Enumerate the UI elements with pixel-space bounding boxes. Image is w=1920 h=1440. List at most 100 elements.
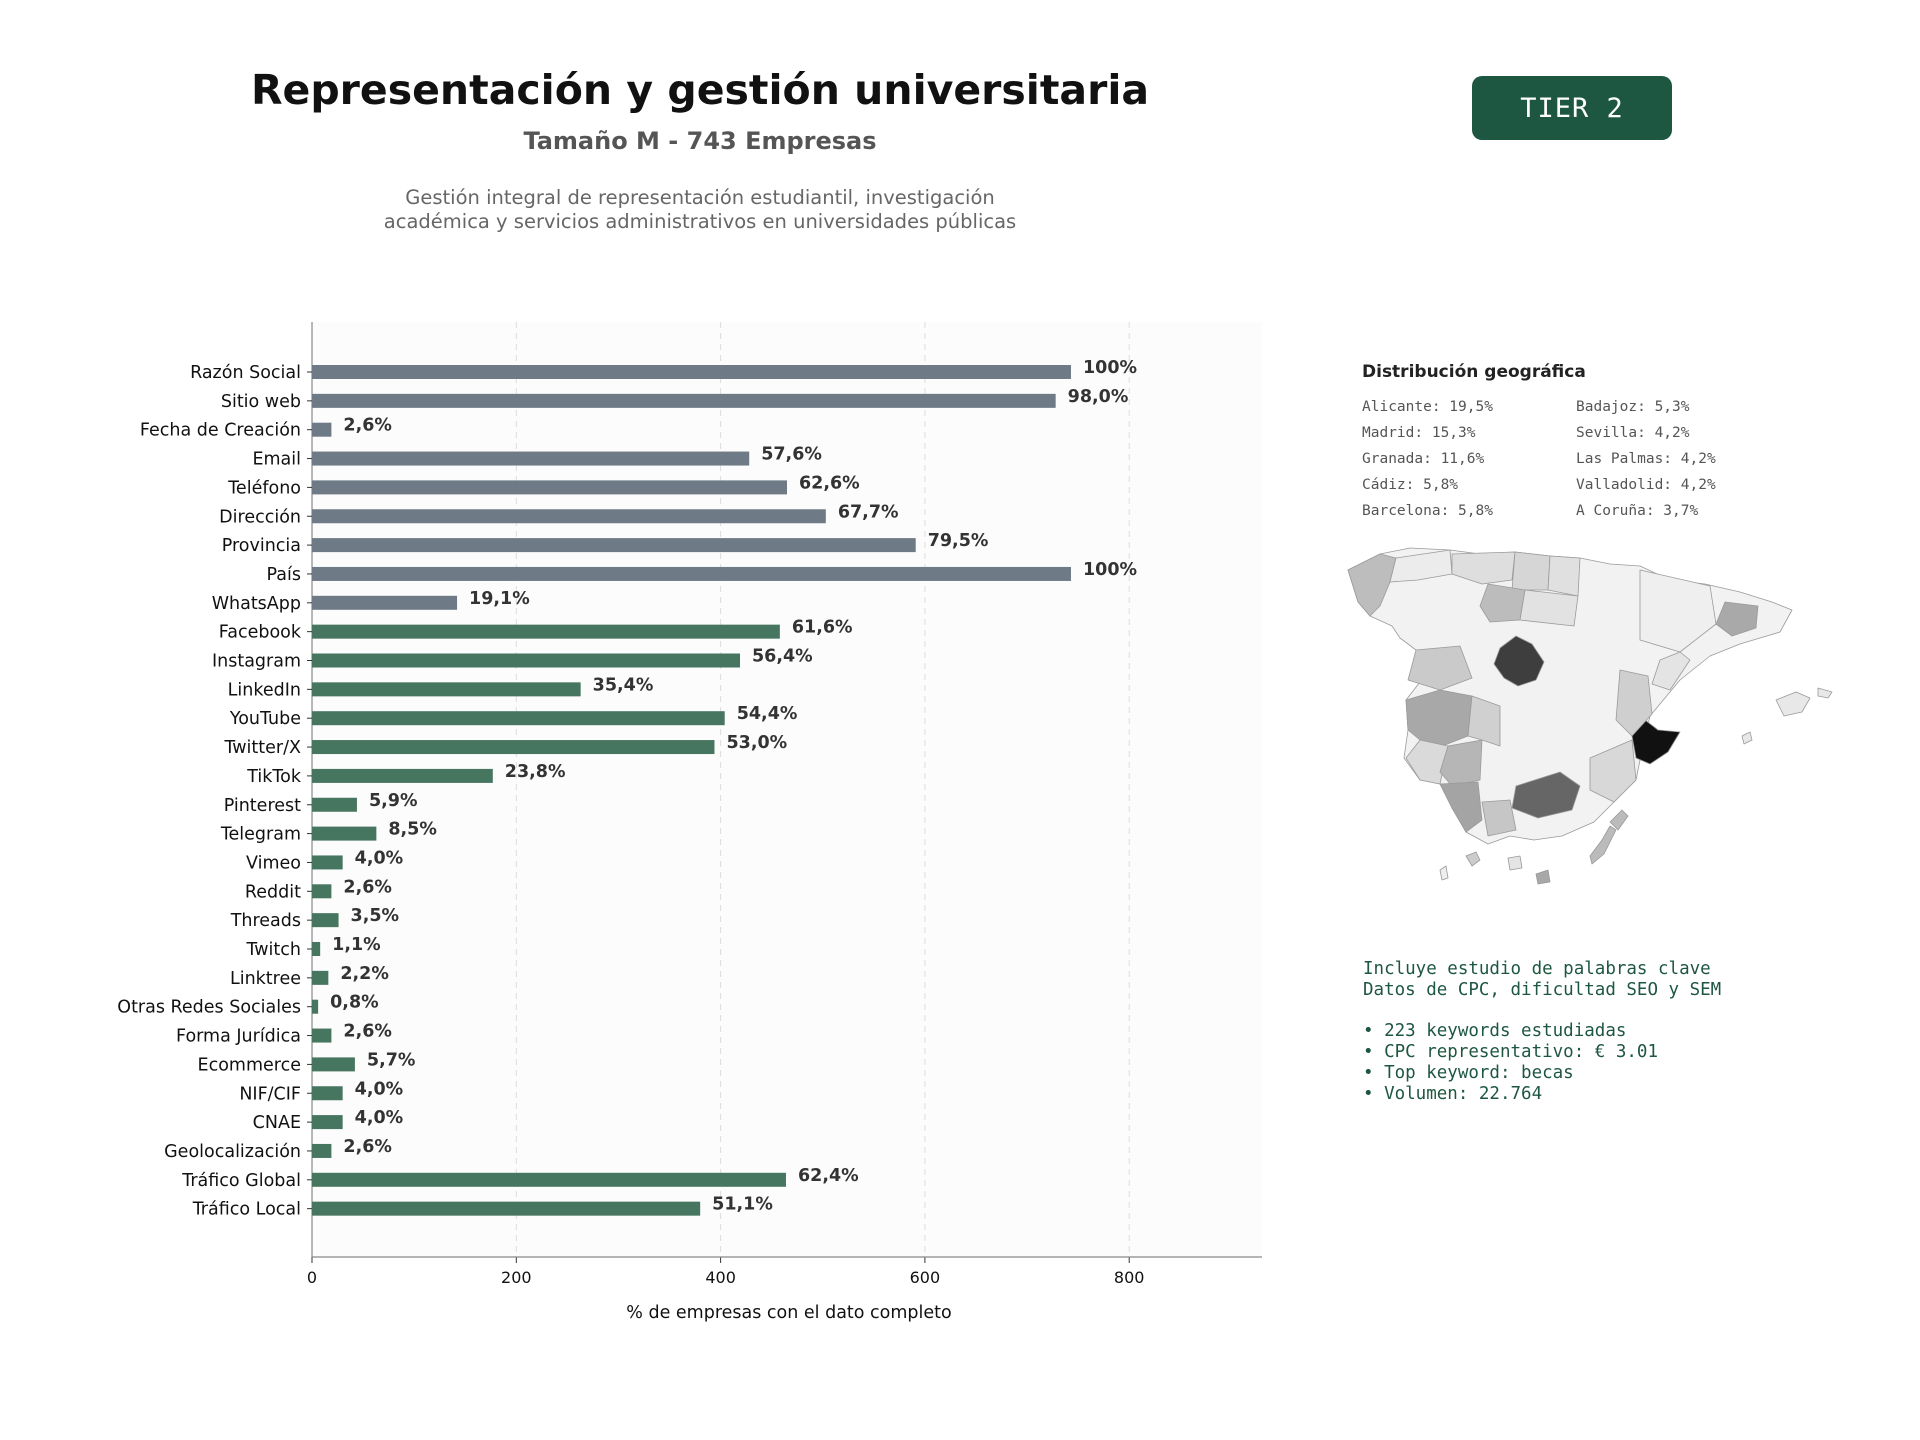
y-tick-label: Reddit xyxy=(245,882,301,902)
map-region-fuerteventura xyxy=(1589,825,1617,865)
plot-area xyxy=(312,322,1262,1257)
data-label: 67,7% xyxy=(838,502,899,522)
y-tick-label: NIF/CIF xyxy=(239,1084,301,1104)
map-region-cadiz xyxy=(1439,781,1483,833)
data-label: 8,5% xyxy=(388,820,437,840)
completeness-bar-chart: 0 200 400 600 800 % de empresas con el dato c… xyxy=(117,322,1262,1323)
data-label: 61,6% xyxy=(792,618,853,638)
page-title: Representación y gestión universitaria xyxy=(250,66,1150,114)
bar xyxy=(312,1172,786,1187)
x-tick-label: 600 xyxy=(910,1268,941,1287)
y-tick-label: Ecommerce xyxy=(198,1055,301,1075)
map-region-huelva xyxy=(1405,739,1449,785)
data-label: 19,1% xyxy=(469,589,530,609)
geo-entry: Barcelona: 5,8% xyxy=(1362,503,1493,519)
y-tick-label: Provincia xyxy=(222,536,301,556)
y-tick-label: Twitter/X xyxy=(223,738,301,758)
geo-entry: Valladolid: 4,2% xyxy=(1576,477,1716,493)
data-label: 57,6% xyxy=(761,445,822,465)
bar xyxy=(312,451,750,466)
x-tick-label: 200 xyxy=(501,1268,532,1287)
y-tick-label: Telegram xyxy=(220,825,301,845)
y-tick-label: YouTube xyxy=(229,709,301,729)
geo-entry: Granada: 11,6% xyxy=(1362,451,1485,467)
map-region-gran-canaria xyxy=(1507,855,1523,871)
keywords-bullet: • Top keyword: becas xyxy=(1363,1063,1574,1083)
bar xyxy=(312,1086,343,1101)
map-region-asturias xyxy=(1389,549,1453,583)
data-label: 4,0% xyxy=(355,1079,404,1099)
y-tick-label: País xyxy=(267,565,301,585)
keywords-bullet: • 223 keywords estudiadas xyxy=(1363,1021,1627,1041)
data-label: 53,0% xyxy=(726,733,787,753)
geo-entry: Alicante: 19,5% xyxy=(1362,399,1493,415)
x-tick-label: 400 xyxy=(705,1268,736,1287)
bar xyxy=(312,509,826,524)
y-tick-label: Geolocalización xyxy=(164,1142,301,1162)
bar xyxy=(312,768,493,783)
map-region-granada xyxy=(1511,771,1581,819)
keywords-line-1: Incluye estudio de palabras clave xyxy=(1363,959,1711,979)
geo-distribution-list: Alicante: 19,5% Badajoz: 5,3% Madrid: 15… xyxy=(1362,399,1782,522)
keywords-bullet: • CPC representativo: € 3.01 xyxy=(1363,1042,1659,1062)
keywords-spacer xyxy=(1363,1001,1721,1021)
bar xyxy=(312,855,343,870)
geo-entry: Madrid: 15,3% xyxy=(1362,425,1476,441)
data-label: 79,5% xyxy=(928,531,989,551)
geo-title: Distribución geográfica xyxy=(1362,362,1586,382)
data-label: 0,8% xyxy=(330,993,379,1013)
keywords-panel: Incluye estudio de palabras clave Datos … xyxy=(1363,959,1721,1105)
description-line-2: académica y servicios administrativos en… xyxy=(383,210,1017,233)
data-label: 98,0% xyxy=(1068,387,1129,407)
data-label: 56,4% xyxy=(752,647,813,667)
data-label: 100% xyxy=(1083,358,1137,378)
map-region-tenerife xyxy=(1465,851,1481,867)
bar xyxy=(312,884,332,899)
x-tick-label: 0 xyxy=(307,1268,317,1287)
bar xyxy=(312,682,581,697)
geo-entry: Sevilla: 4,2% xyxy=(1576,425,1690,441)
bar xyxy=(312,797,357,812)
spain-province-map xyxy=(1347,547,1833,885)
map-region-galicia-west xyxy=(1347,553,1397,617)
bar xyxy=(312,740,715,755)
y-tick-label: Teléfono xyxy=(227,478,301,498)
y-tick-label: Fecha de Creación xyxy=(140,421,301,441)
header: Representación y gestión universitaria T… xyxy=(0,0,1400,260)
bar xyxy=(312,624,780,639)
map-region-madrid xyxy=(1493,635,1545,687)
y-tick-label: Email xyxy=(252,450,301,470)
data-label: 23,8% xyxy=(505,762,566,782)
map-region-la-palma xyxy=(1439,865,1449,881)
bar xyxy=(312,1115,343,1130)
bar xyxy=(312,1201,701,1216)
bar xyxy=(312,913,339,928)
y-tick-label: Pinterest xyxy=(224,796,301,816)
map-region-murcia xyxy=(1589,739,1637,803)
tier-badge: TIER 2 xyxy=(1472,76,1672,140)
geo-entry: A Coruña: 3,7% xyxy=(1576,503,1699,519)
data-label: 2,6% xyxy=(343,877,392,897)
bar xyxy=(312,999,319,1014)
data-label: 4,0% xyxy=(355,1108,404,1128)
keywords-bullet: • Volumen: 22.764 xyxy=(1363,1084,1543,1104)
bar xyxy=(312,1143,332,1158)
data-label: 5,9% xyxy=(369,791,418,811)
bar xyxy=(312,422,332,437)
y-tick-label: TikTok xyxy=(246,767,302,787)
y-tick-label: Instagram xyxy=(212,652,301,672)
geo-entry: Badajoz: 5,3% xyxy=(1576,399,1690,415)
map-region-malaga xyxy=(1481,799,1517,837)
y-tick-label: Threads xyxy=(230,911,301,931)
page-description: Gestión integral de representación estud… xyxy=(0,186,1400,234)
y-tick-label: Otras Redes Sociales xyxy=(117,998,301,1018)
data-label: 62,6% xyxy=(799,473,860,493)
bar xyxy=(312,365,1071,379)
y-tick-label: Facebook xyxy=(219,623,302,643)
data-label: 2,2% xyxy=(340,964,389,984)
bar xyxy=(312,1057,355,1072)
bar xyxy=(312,942,321,956)
data-label: 51,1% xyxy=(712,1195,773,1215)
data-label: 1,1% xyxy=(332,935,381,955)
x-tick-label: 800 xyxy=(1114,1268,1145,1287)
